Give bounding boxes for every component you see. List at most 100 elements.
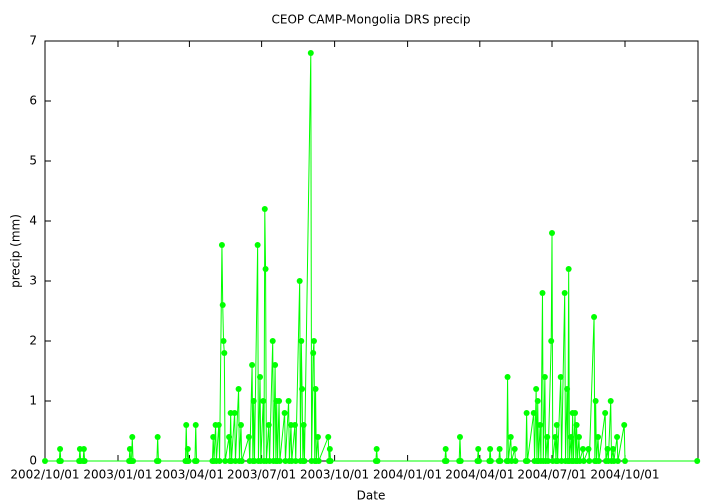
data-point	[216, 458, 223, 464]
data-point	[126, 446, 133, 452]
data-point	[549, 230, 556, 236]
data-point	[292, 458, 299, 464]
data-point	[154, 434, 161, 440]
x-tick-label: 2004/10/01	[590, 468, 659, 482]
data-point	[310, 338, 317, 344]
y-tick-label: 4	[29, 214, 37, 228]
data-point	[552, 434, 559, 440]
data-point	[548, 338, 555, 344]
data-point	[155, 458, 162, 464]
data-point	[80, 446, 87, 452]
data-point	[572, 410, 579, 416]
data-point	[476, 458, 483, 464]
data-point	[475, 446, 482, 452]
data-point	[602, 410, 609, 416]
data-point	[310, 350, 317, 356]
plot-frame	[44, 40, 699, 462]
data-point	[220, 338, 227, 344]
y-tick-label: 7	[29, 34, 37, 48]
data-point	[544, 434, 551, 440]
data-point	[586, 458, 593, 464]
data-point	[591, 314, 598, 320]
y-tick-label: 6	[29, 94, 37, 108]
data-point	[694, 458, 701, 464]
data-point	[57, 458, 64, 464]
data-point	[565, 266, 572, 272]
data-point	[226, 434, 233, 440]
x-tick-label: 2004/04/01	[445, 468, 514, 482]
data-point	[281, 410, 288, 416]
x-tick-label: 2003/07/01	[227, 468, 296, 482]
data-point	[262, 266, 269, 272]
data-point	[614, 458, 621, 464]
data-point	[272, 362, 279, 368]
data-point	[222, 458, 229, 464]
data-point	[374, 458, 381, 464]
x-tick-label: 2003/10/01	[300, 468, 369, 482]
data-point	[568, 434, 575, 440]
data-point	[301, 458, 308, 464]
data-point	[81, 458, 88, 464]
x-tick-label: 2004/07/01	[517, 468, 586, 482]
data-point	[221, 350, 228, 356]
data-point	[298, 338, 305, 344]
y-tick-label: 3	[29, 274, 37, 288]
data-point	[487, 446, 494, 452]
data-point	[585, 446, 592, 452]
y-tick-label: 5	[29, 154, 37, 168]
data-point	[184, 446, 191, 452]
data-point	[545, 458, 552, 464]
data-point	[250, 398, 257, 404]
data-point	[326, 446, 333, 452]
data-point	[42, 458, 48, 464]
data-point	[219, 302, 226, 308]
data-point	[580, 458, 587, 464]
data-point	[296, 278, 303, 284]
data-point	[245, 434, 252, 440]
data-point	[595, 458, 602, 464]
data-point	[573, 422, 580, 428]
data-point	[534, 398, 541, 404]
data-point	[524, 458, 531, 464]
y-tick-label: 0	[29, 454, 37, 468]
data-point	[564, 386, 571, 392]
x-tick-label: 2003/01/01	[83, 468, 152, 482]
data-point	[496, 446, 503, 452]
data-point	[269, 338, 276, 344]
data-point	[487, 458, 494, 464]
data-point	[442, 446, 449, 452]
data-point	[261, 206, 268, 212]
data-point	[237, 422, 244, 428]
data-point	[192, 422, 199, 428]
chart-title: CEOP CAMP-Mongolia DRS precip	[271, 13, 470, 27]
data-point	[553, 422, 560, 428]
data-point	[533, 386, 540, 392]
data-point	[456, 434, 463, 440]
data-point	[561, 290, 568, 296]
x-axis-label: Date	[357, 489, 386, 503]
x-tick-label: 2004/01/01	[373, 468, 442, 482]
data-point	[218, 242, 225, 248]
data-point	[595, 434, 602, 440]
data-point	[511, 446, 518, 452]
data-point	[607, 398, 614, 404]
data-point	[315, 458, 322, 464]
data-line	[45, 52, 698, 462]
data-point	[193, 458, 200, 464]
data-point	[285, 398, 292, 404]
data-point	[299, 386, 306, 392]
data-point	[541, 374, 548, 380]
data-point	[312, 386, 319, 392]
data-point	[231, 410, 238, 416]
x-tick-label: 2002/10/01	[10, 468, 79, 482]
data-point	[307, 50, 314, 56]
data-point	[183, 422, 190, 428]
data-point	[238, 458, 245, 464]
data-point	[592, 398, 599, 404]
data-point	[257, 374, 264, 380]
data-point	[497, 458, 504, 464]
data-point	[504, 374, 511, 380]
data-point	[210, 434, 217, 440]
